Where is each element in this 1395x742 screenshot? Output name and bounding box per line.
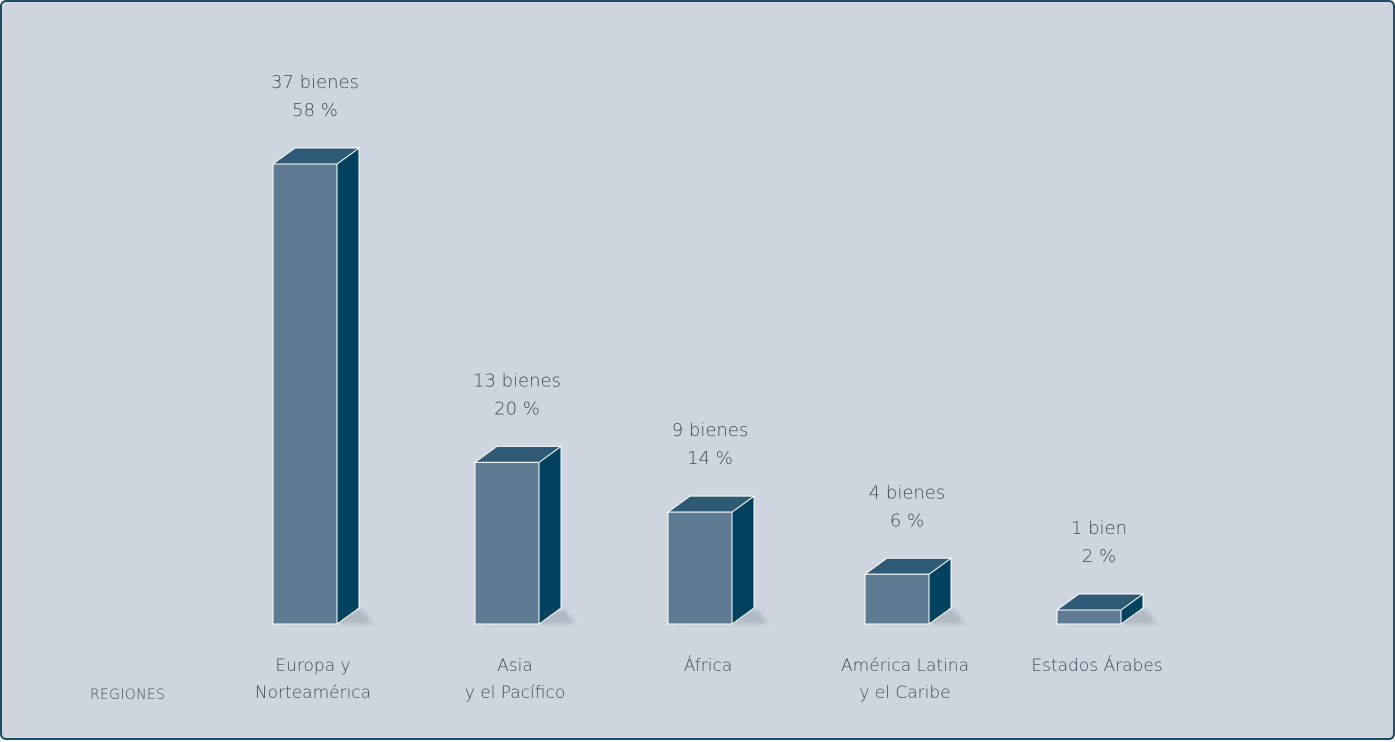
data-label-count: 37 bienes — [271, 72, 359, 93]
data-label-percent: 20 % — [494, 398, 540, 419]
bar-front-face — [1056, 609, 1122, 625]
bar-front-face — [272, 163, 338, 625]
data-label-percent: 58 % — [292, 100, 338, 121]
data-label-percent: 2 % — [1082, 546, 1116, 567]
bar-2 — [473, 445, 575, 625]
bar-front-face — [864, 573, 930, 625]
category-label: Norteamérica — [255, 683, 371, 703]
bar-side-face — [336, 147, 360, 625]
x-axis-label: REGIONES — [90, 687, 165, 703]
category-label: Estados Árabes — [1031, 654, 1162, 676]
bar-side-face — [731, 495, 755, 625]
category-label: y el Pacífico — [465, 683, 565, 703]
category-label: Europa y — [275, 656, 350, 676]
data-label-percent: 6 % — [890, 510, 924, 531]
category-label: África — [684, 654, 733, 676]
data-label-count: 9 bienes — [672, 420, 749, 441]
bar-front-face — [474, 461, 540, 625]
data-label-count: 1 bien — [1071, 518, 1127, 539]
bar-1 — [271, 147, 373, 625]
data-label-percent: 14 % — [687, 448, 733, 469]
bar-5 — [1055, 593, 1157, 625]
category-label: y el Caribe — [859, 683, 950, 703]
data-label-count: 13 bienes — [473, 370, 561, 391]
bar-3 — [666, 495, 768, 625]
category-label: América Latina — [841, 656, 969, 676]
bar-front-face — [667, 511, 733, 625]
data-label-count: 4 bienes — [869, 482, 946, 503]
bar-4 — [863, 557, 965, 625]
bar-side-face — [538, 445, 562, 625]
category-label: Asia — [497, 656, 533, 676]
